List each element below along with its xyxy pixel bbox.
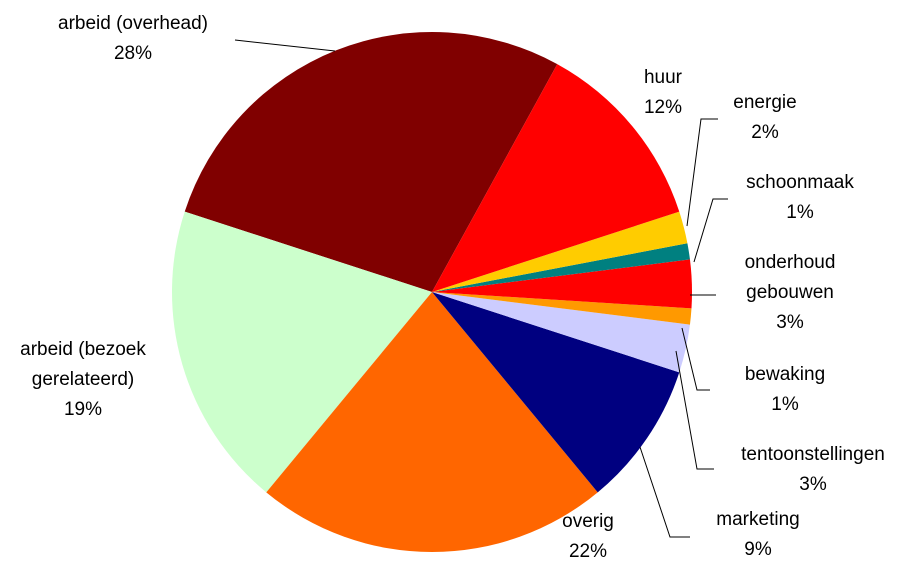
slice-label: huur 12% xyxy=(623,63,703,123)
leader-line xyxy=(681,327,710,391)
slice-label: arbeid (bezoek gerelateerd) 19% xyxy=(3,335,163,425)
value-label: 9% xyxy=(744,539,772,560)
leader-line xyxy=(639,446,690,538)
leader-lines xyxy=(234,39,728,538)
slice-label: schoonmaak 1% xyxy=(720,168,880,228)
category-label: arbeid (overhead) xyxy=(58,13,208,34)
category-label: bewaking xyxy=(744,364,826,385)
leader-line xyxy=(686,118,718,227)
category-label: onderhoud gebouwen xyxy=(744,252,836,303)
value-label: 28% xyxy=(113,43,153,64)
pie-slice xyxy=(432,211,688,292)
category-label: huur xyxy=(643,67,683,88)
leader-line xyxy=(693,198,728,263)
pie-slice xyxy=(432,292,692,325)
pie-slice xyxy=(432,292,690,373)
category-label: schoonmaak xyxy=(746,172,854,193)
value-label: 12% xyxy=(643,97,683,118)
slice-label: tentoonstellingen 3% xyxy=(713,440,910,500)
category-label: tentoonstellingen xyxy=(741,444,885,465)
leader-line xyxy=(234,39,336,52)
slice-label: energie 2% xyxy=(715,88,815,148)
value-label: 2% xyxy=(751,122,779,143)
pie-slice xyxy=(432,259,692,309)
pie-slice xyxy=(172,211,432,493)
pie-slice xyxy=(432,243,690,292)
slice-label: bewaking 1% xyxy=(725,360,845,420)
slice-label: onderhoud gebouwen 3% xyxy=(720,248,860,338)
slice-label: marketing 9% xyxy=(698,505,818,562)
slice-label: overig 22% xyxy=(548,507,628,562)
pie-slice xyxy=(432,292,680,493)
slice-label: arbeid (overhead) 28% xyxy=(23,9,243,69)
value-label: 1% xyxy=(786,202,814,223)
value-label: 3% xyxy=(799,474,827,495)
value-label: 3% xyxy=(776,312,804,333)
value-label: 19% xyxy=(63,399,103,420)
category-label: arbeid (bezoek gerelateerd) xyxy=(20,339,146,390)
pie-slice xyxy=(432,64,680,292)
pie-slice xyxy=(184,31,558,292)
category-label: overig xyxy=(562,511,614,532)
category-label: marketing xyxy=(716,509,800,530)
category-label: energie xyxy=(733,92,797,113)
value-label: 22% xyxy=(568,541,608,562)
pie-slice xyxy=(266,292,598,552)
leader-line xyxy=(675,350,714,470)
value-label: 1% xyxy=(771,394,799,415)
